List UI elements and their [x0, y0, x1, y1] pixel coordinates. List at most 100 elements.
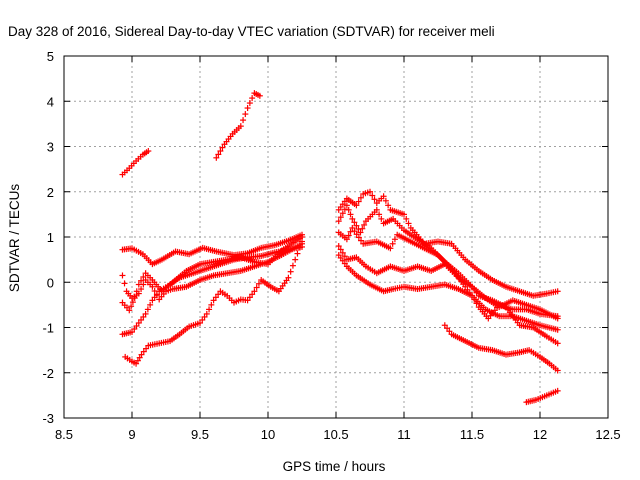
data-point	[294, 250, 301, 257]
data-point	[355, 234, 362, 241]
x-tick-label: 10.5	[323, 427, 348, 442]
data-point	[367, 188, 373, 195]
data-point	[343, 236, 350, 243]
data-point	[144, 306, 151, 313]
data-point	[349, 224, 356, 231]
data-point	[244, 105, 251, 112]
data-point	[128, 303, 135, 310]
y-tick-label: 0	[47, 275, 54, 290]
data-point	[237, 123, 244, 130]
data-point	[554, 387, 561, 394]
data-point	[285, 274, 292, 281]
data-point	[345, 232, 352, 239]
data-point	[376, 211, 383, 218]
data-point	[355, 198, 362, 205]
data-point	[357, 229, 364, 236]
data-point	[138, 351, 145, 358]
data-point	[129, 329, 135, 336]
data-point	[210, 297, 217, 304]
y-axis-label: SDTVAR / TECUs	[7, 184, 22, 293]
data-point	[287, 268, 294, 275]
data-point	[358, 237, 365, 244]
y-tick-label: 4	[47, 94, 54, 109]
data-point	[208, 301, 215, 308]
y-tick-label: -3	[42, 411, 54, 426]
x-tick-label: 12.5	[595, 427, 620, 442]
y-axis: -3 -2 -1 0 1 2 3 4 5	[42, 49, 608, 426]
data-point	[244, 297, 251, 304]
chart-title: Day 328 of 2016, Sidereal Day-to-day VTE…	[8, 24, 495, 39]
data-point	[138, 286, 145, 293]
data-point	[240, 117, 247, 124]
data-point	[129, 299, 136, 306]
data-point	[242, 111, 249, 118]
data-point	[251, 288, 258, 295]
x-tick-label: 10	[261, 427, 275, 442]
data-point	[473, 289, 480, 296]
data-point	[403, 215, 410, 222]
y-tick-label: -1	[42, 321, 54, 336]
data-point	[353, 202, 360, 209]
data-point	[217, 148, 224, 155]
data-point	[554, 288, 561, 295]
data-point	[343, 202, 350, 209]
data-point	[135, 319, 142, 326]
data-point	[444, 325, 451, 332]
data-point	[353, 231, 360, 238]
data-point	[554, 340, 561, 347]
grid	[64, 56, 608, 418]
data-point	[199, 316, 206, 323]
data-point	[371, 196, 378, 203]
data-point	[149, 283, 156, 290]
x-tick-label: 11	[397, 427, 411, 442]
data-point	[212, 294, 219, 301]
data-point	[380, 193, 387, 200]
data-point	[405, 220, 412, 227]
data-point	[246, 100, 253, 107]
data-point	[140, 313, 147, 320]
data-point	[135, 281, 142, 288]
data-point	[126, 307, 133, 314]
x-tick-label: 12	[533, 427, 547, 442]
data-point	[136, 354, 143, 361]
data-point	[145, 148, 152, 155]
data-point	[147, 301, 154, 308]
data-point	[203, 310, 210, 317]
y-tick-label: -2	[42, 366, 54, 381]
data-point	[337, 246, 344, 253]
data-point	[296, 244, 303, 251]
data-point	[133, 360, 140, 367]
data-point	[219, 144, 226, 151]
data-point	[119, 272, 126, 279]
data-point	[351, 219, 358, 226]
data-point	[349, 215, 356, 222]
data-point	[469, 283, 475, 290]
data-point	[385, 202, 392, 209]
data-point	[359, 225, 366, 232]
data-point	[554, 313, 561, 320]
data-point	[369, 192, 376, 199]
data-point	[149, 297, 156, 304]
data-point	[249, 291, 256, 298]
y-tick-label: 3	[47, 140, 54, 155]
data-point	[441, 322, 448, 329]
data-point	[215, 151, 222, 158]
data-point	[339, 210, 346, 217]
x-tick-label: 9	[128, 427, 135, 442]
data-point	[131, 295, 138, 302]
data-point	[401, 211, 407, 218]
data-point	[140, 273, 147, 280]
data-point	[373, 206, 380, 213]
data-point	[341, 253, 348, 260]
data-point	[337, 214, 344, 221]
data-point	[143, 345, 150, 352]
data-point	[249, 95, 256, 102]
y-tick-label: 2	[47, 185, 54, 200]
data-point	[347, 228, 354, 235]
data-point	[391, 236, 398, 243]
data-point	[554, 367, 561, 374]
data-point	[335, 218, 342, 225]
data-point	[253, 284, 260, 291]
data-point	[121, 280, 128, 287]
data-point	[142, 310, 149, 317]
